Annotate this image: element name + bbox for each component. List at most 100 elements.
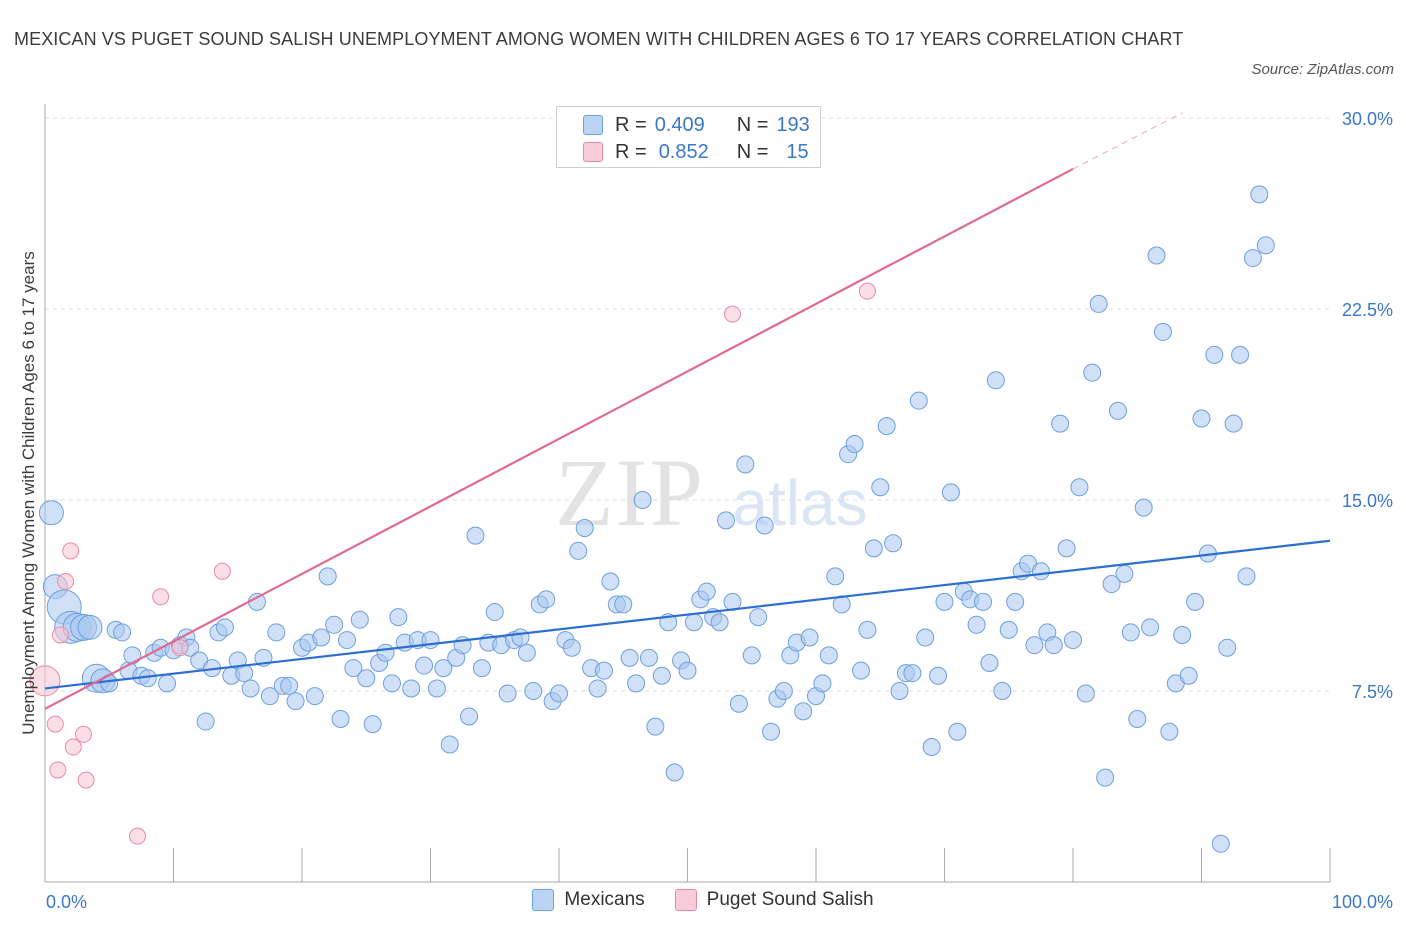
y-tick-label: 30.0%	[1342, 109, 1393, 129]
mexicans-point	[415, 656, 434, 675]
mexicans-point	[851, 661, 870, 680]
mexicans-point	[1186, 592, 1205, 611]
mexicans-point	[999, 620, 1018, 639]
mexicans-point	[980, 653, 999, 672]
axes	[44, 104, 1331, 883]
mexicans-point	[248, 592, 267, 611]
salish-point	[46, 715, 64, 733]
mexicans-point	[318, 567, 337, 586]
mexicans-point	[485, 603, 504, 622]
mexicans-point	[935, 592, 954, 611]
mexicans-point	[1044, 636, 1063, 655]
mexicans-point	[813, 674, 832, 693]
mexicans-point	[267, 623, 286, 642]
series-legend: Mexicans Puget Sound Salish	[0, 889, 1406, 911]
mexicans-point	[241, 679, 260, 698]
mexicans-point	[916, 628, 935, 647]
mexicans-point	[427, 679, 446, 698]
mexicans-point	[665, 763, 684, 782]
mexicans-point	[697, 582, 716, 601]
mexicans-point	[280, 676, 299, 695]
mexicans-point	[601, 572, 620, 591]
mexicans-point	[1243, 249, 1262, 268]
mexicans-point	[498, 684, 517, 703]
salish-point	[129, 827, 147, 845]
legend-label-salish: Puget Sound Salish	[706, 889, 874, 910]
mexicans-point	[864, 539, 883, 558]
mexicans-point	[1231, 345, 1250, 364]
mexicans-point	[1025, 636, 1044, 655]
salish-points	[29, 282, 876, 845]
n-value: 193	[776, 113, 810, 136]
mexicans-point	[1256, 236, 1275, 255]
watermark-atlas: atlas	[732, 467, 867, 539]
mexicans-point	[948, 722, 967, 741]
mexicans-point	[421, 631, 440, 650]
salish-point	[723, 305, 741, 323]
mexicans-point	[550, 684, 568, 703]
mexicans-point	[286, 692, 305, 711]
chart-source: Source: ZipAtlas.com	[1251, 61, 1394, 78]
mexicans-point	[986, 371, 1005, 390]
mexicans-point	[909, 391, 928, 410]
mexicans-point	[877, 417, 896, 436]
mexicans-point	[736, 455, 755, 474]
mexicans-point	[620, 648, 639, 667]
salish-point	[858, 282, 876, 300]
mexicans-point	[158, 674, 177, 693]
mexicans-point	[363, 715, 382, 734]
mexicans-point	[440, 735, 459, 754]
mexicans-point	[376, 643, 395, 662]
mexicans-point	[1070, 478, 1089, 497]
mexicans-point	[1076, 684, 1095, 703]
mexicans-point	[903, 664, 922, 683]
mexicans-point	[350, 610, 369, 629]
mexicans-point	[890, 682, 909, 700]
mexicans-point	[472, 659, 491, 678]
mexicans-point	[1211, 834, 1230, 853]
mexicans-point	[123, 646, 142, 665]
mexicans-point	[1121, 623, 1140, 642]
mexicans-point	[1096, 768, 1115, 787]
tick-labels: 7.5% 15.0% 22.5% 30.0% 0.0% 100.0%	[46, 109, 1393, 912]
mexicans-point	[1224, 414, 1243, 433]
r-value: 0.852	[658, 140, 709, 163]
mexicans-point	[1205, 345, 1224, 364]
mexicans-point	[260, 687, 279, 706]
mexicans-point	[755, 516, 774, 535]
legend-item-mexicans[interactable]: Mexicans	[532, 889, 645, 911]
mexicans-point	[77, 614, 103, 640]
mexicans-point	[1102, 575, 1121, 594]
mexicans-point	[575, 519, 594, 538]
mexicans-point	[1031, 562, 1050, 581]
mexicans-point	[884, 534, 903, 553]
legend-item-salish[interactable]: Puget Sound Salish	[674, 889, 874, 911]
mexicans-point	[1051, 414, 1070, 433]
mexicans-point	[594, 661, 613, 680]
r-value: 0.409	[654, 113, 705, 136]
mexicans-point	[967, 615, 986, 634]
mexicans-point	[1173, 625, 1192, 644]
mexicans-point	[1218, 638, 1237, 657]
chart-title: MEXICAN VS PUGET SOUND SALISH UNEMPLOYME…	[14, 29, 1184, 49]
mexicans-point	[344, 659, 363, 678]
mexicans-point	[382, 674, 401, 693]
mexicans-point	[1147, 246, 1166, 265]
mexicans-point	[633, 491, 652, 509]
mexicans-point	[729, 694, 748, 713]
mexicans-point	[678, 661, 697, 680]
n-label: N =	[736, 140, 769, 163]
salish-point	[57, 572, 75, 590]
mexicans-point	[1006, 592, 1025, 611]
mexicans-point	[1083, 363, 1102, 382]
mexicans-point	[434, 659, 453, 678]
r-label: R =	[615, 140, 647, 163]
mexicans-point	[1179, 666, 1198, 685]
salish-trend-extension	[1072, 112, 1183, 170]
mexicans-point	[684, 613, 703, 632]
mexicans-legend-swatch	[532, 889, 555, 911]
salish-point	[62, 542, 80, 560]
salish-swatch	[583, 142, 603, 162]
mexicans-point	[588, 679, 607, 698]
